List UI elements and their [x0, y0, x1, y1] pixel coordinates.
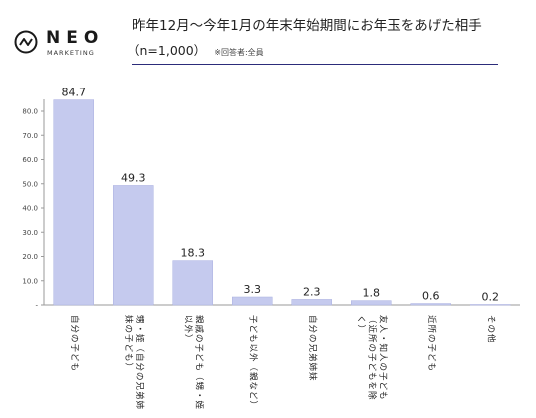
y-tick-label: 70.0 [22, 132, 38, 140]
y-tick-label: - [35, 302, 38, 310]
x-category-label: その他 [485, 315, 496, 344]
y-tick-label: 50.0 [22, 180, 38, 188]
bar-value-label: 49.3 [121, 171, 146, 184]
logo-subtext: MARKETING [47, 49, 95, 57]
bar [470, 304, 511, 306]
x-category-label: く） [355, 315, 366, 334]
x-category-label: 甥・姪（自分の兄弟姉 [134, 315, 145, 410]
subtitle-row: （n=1,000） ※回答者:全員 [127, 40, 264, 59]
logo-wordmark: NEO [46, 28, 105, 48]
x-category-label: （近所の子どもを除 [366, 315, 377, 401]
bar-value-label: 18.3 [181, 247, 206, 260]
neo-marketing-logo: NEO MARKETING [14, 26, 124, 66]
y-tick-label: 40.0 [22, 205, 38, 213]
chart-title: 昨年12月〜今年1月の年末年始期間にお年玉をあげた相手 [132, 18, 482, 34]
x-category-label: 妹の子ども） [123, 315, 134, 372]
bar [232, 296, 273, 306]
bar-value-label: 3.3 [244, 283, 262, 296]
bar [53, 99, 94, 306]
bar-chart: 80.0 70.0 60.0 50.0 40.0 30.0 20.0 10.0 - 84.7 自分の… [22, 88, 520, 410]
bar [351, 300, 392, 306]
bar [113, 185, 154, 306]
x-category-label: 親戚の子ども（甥・姪 [193, 315, 204, 410]
y-tick-label: 30.0 [22, 229, 38, 237]
bar-value-label: 84.7 [62, 88, 87, 99]
logo-mark-icon [14, 30, 38, 54]
bar-value-label: 1.8 [363, 287, 381, 300]
bar [410, 303, 451, 306]
x-category-label: 以外） [182, 315, 193, 344]
y-tick-label: 10.0 [22, 277, 38, 285]
bar-value-label: 0.2 [482, 291, 500, 304]
header-divider [132, 64, 498, 65]
x-category-label: 子ども以外（親など） [247, 315, 258, 410]
bar [172, 260, 213, 306]
y-tick-label: 80.0 [22, 108, 38, 116]
bar-value-label: 2.3 [303, 285, 321, 298]
y-tick-label: 20.0 [22, 253, 38, 261]
x-category-label: 自分の兄弟姉妹 [307, 315, 318, 382]
chart-subtitle: （n=1,000） [127, 43, 207, 58]
x-category-label: 近所の子ども [426, 315, 437, 372]
bar [291, 299, 332, 306]
x-category-label: 自分の子ども [69, 315, 80, 372]
x-category-label: 友人・知人の子ども [377, 315, 388, 401]
respondent-note: ※回答者:全員 [214, 48, 264, 57]
y-tick-label: 60.0 [22, 156, 38, 164]
bar-value-label: 0.6 [422, 290, 440, 303]
